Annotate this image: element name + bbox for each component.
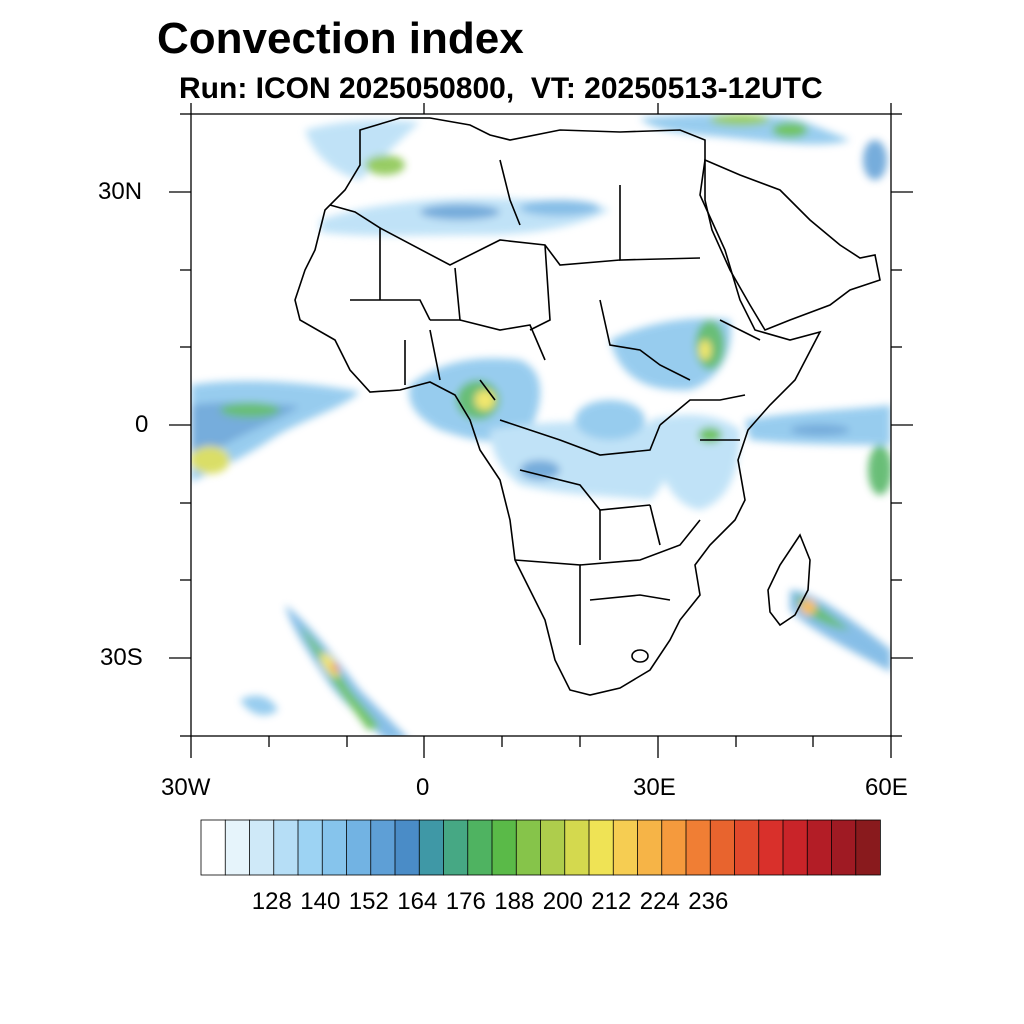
colorbar [200,819,881,876]
colorbar-tick-label: 164 [397,888,438,915]
colorbar-box [782,819,809,876]
colorbar-tick-label: 200 [542,888,583,915]
colorbar-tick-label: 176 [445,888,486,915]
chart-subtitle: Run: ICON 2025050800, VT: 20250513-12UTC [179,72,823,105]
colorbar-box [418,819,445,876]
colorbar-box [685,819,712,876]
colorbar-box [321,819,348,876]
colorbar-box [443,819,469,876]
colorbar-box [515,819,542,876]
colorbar-box [661,819,687,876]
lat-label-30s: 30S [100,644,143,671]
convection-field [191,114,891,736]
lon-label-30e: 30E [633,774,676,801]
colorbar-box [588,819,615,876]
colorbar-box [297,819,324,876]
lat-label-30n: 30N [98,178,143,205]
colorbar-box [224,819,251,876]
colorbar-tick-label: 212 [591,888,632,915]
colorbar-tick-label: 236 [688,888,729,915]
lat-label-0: 0 [135,411,149,438]
colorbar-tick-label: 140 [300,888,341,915]
colorbar-box [249,819,275,876]
colorbar-box [831,819,857,876]
colorbar-box [273,819,299,876]
colorbar-box [564,819,590,876]
colorbar-tick-label: 128 [251,888,292,915]
colorbar-tick-label: 224 [639,888,680,915]
colorbar-box [491,819,518,876]
colorbar-box [709,819,736,876]
lon-label-60e: 60E [865,774,908,801]
coastline [294,117,881,696]
colorbar-box [200,819,227,876]
colorbar-box [467,819,493,876]
colorbar-box [855,819,881,876]
colorbar-box [758,819,784,876]
colorbar-box [370,819,396,876]
colorbar-box [734,819,760,876]
chart-title: Convection index [157,14,524,63]
lon-label-0: 0 [416,774,430,801]
colorbar-box [346,819,372,876]
lon-label-30w: 30W [161,774,211,801]
colorbar-box [394,819,421,876]
colorbar-box [806,819,833,876]
colorbar-box [540,819,566,876]
colorbar-tick-label: 152 [348,888,389,915]
colorbar-box [637,819,663,876]
colorbar-box [612,819,639,876]
colorbar-tick-label: 188 [494,888,535,915]
axis-ticks [169,103,913,758]
